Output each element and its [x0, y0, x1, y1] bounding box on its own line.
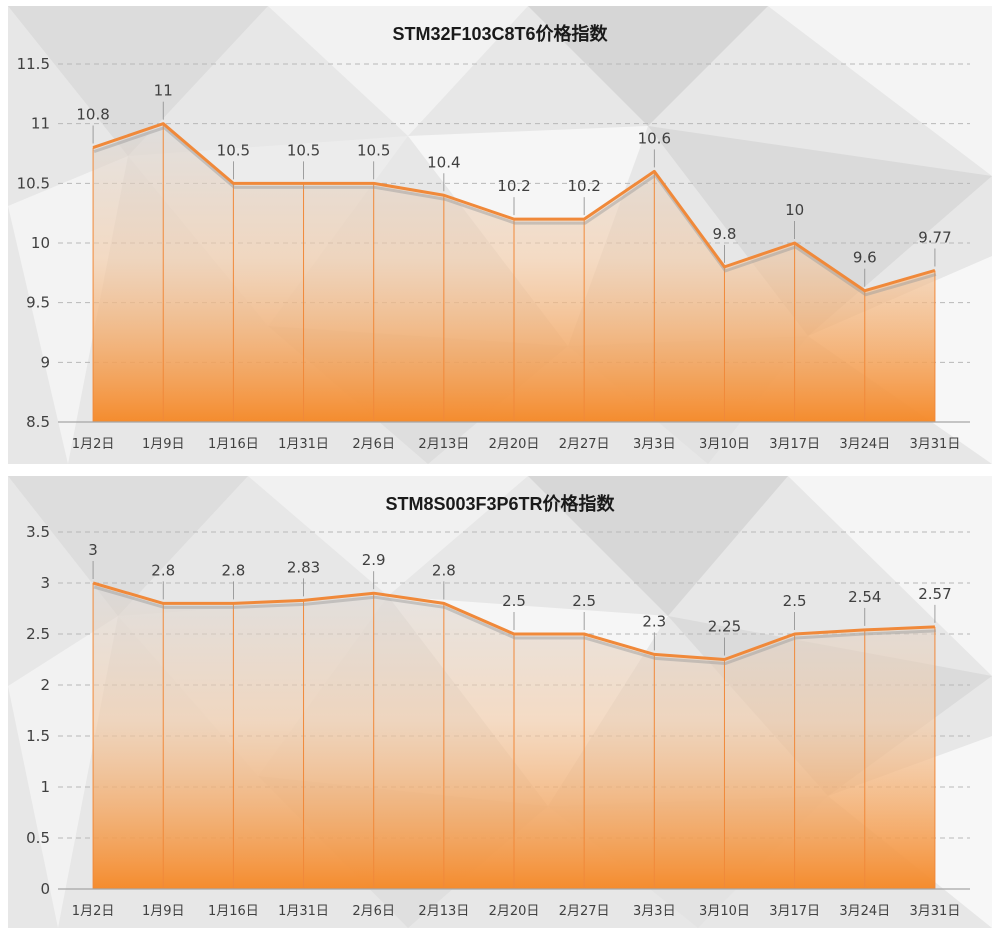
data-label: 2.8: [432, 561, 456, 579]
data-label: 10: [785, 201, 804, 219]
x-tick-label: 2月13日: [418, 437, 469, 452]
x-tick-label: 1月16日: [208, 437, 259, 452]
data-label: 11: [154, 82, 173, 100]
data-label: 10.6: [638, 129, 671, 147]
x-tick-label: 2月27日: [559, 904, 610, 919]
x-tick-label: 1月2日: [72, 904, 115, 919]
x-tick-label: 3月24日: [839, 904, 890, 919]
x-tick-label: 1月2日: [72, 437, 115, 452]
x-tick-label: 2月6日: [352, 904, 395, 919]
x-tick-label: 3月10日: [699, 437, 750, 452]
data-label: 10.2: [497, 177, 530, 195]
y-tick-label: 10.5: [17, 174, 50, 192]
data-label: 2.83: [287, 558, 320, 576]
data-label: 2.54: [848, 588, 881, 606]
area-chart-stm8: 0 0.5 1 1.5 2 2.5 3 3.5 1月2日 1月9日 1月16日 1月31日 2月6日 2月…: [26, 523, 970, 919]
chart-title: STM32F103C8T6价格指数: [392, 24, 608, 44]
y-tick-label: 11: [31, 115, 50, 133]
x-tick-label: 2月20日: [489, 437, 540, 452]
y-tick-label: 8.5: [26, 413, 50, 431]
y-tick-label: 0: [40, 880, 50, 898]
data-label: 2.8: [221, 561, 245, 579]
y-tick-label: 3.5: [26, 523, 50, 541]
data-label: 2.8: [151, 561, 175, 579]
data-label: 2.5: [572, 592, 596, 610]
x-tick-label: 1月31日: [278, 437, 329, 452]
x-tick-label: 2月6日: [352, 437, 395, 452]
chart-panel-stm8: STM8S003F3P6TR价格指数 0 0.5 1 1.5 2 2.5 3 3.5 1月2日 1…: [8, 476, 992, 928]
x-tick-label: 3月31日: [910, 437, 961, 452]
x-tick-label: 3月10日: [699, 904, 750, 919]
series-line-shadow: [93, 125, 937, 297]
data-label: 10.2: [567, 177, 600, 195]
x-tick-label: 3月3日: [633, 437, 676, 452]
y-tick-label: 0.5: [26, 829, 50, 847]
y-tick-label: 1: [40, 778, 50, 796]
chart-panel-stm32: STM32F103C8T6价格指数 8.5 9 9.5 10 10.5 11 11.5 1月2…: [8, 6, 992, 464]
x-tick-label: 3月17日: [769, 904, 820, 919]
y-tick-label: 9.5: [26, 294, 50, 312]
area-chart-stm32: 8.5 9 9.5 10 10.5 11 11.5 1月2日 1月9日 1月16日 1月31日 2月6…: [17, 55, 970, 452]
x-tick-label: 2月13日: [418, 904, 469, 919]
data-label: 9.8: [713, 225, 737, 243]
x-tick-label: 2月20日: [489, 904, 540, 919]
y-tick-label: 1.5: [26, 727, 50, 745]
data-label: 2.3: [642, 612, 666, 630]
y-tick-label: 11.5: [17, 55, 50, 73]
x-tick-label: 1月31日: [278, 904, 329, 919]
data-label: 10.5: [357, 141, 390, 159]
series-line-shadow: [93, 585, 936, 666]
x-tick-label: 3月17日: [769, 437, 820, 452]
series-line: [92, 581, 935, 661]
series-line: [92, 122, 936, 293]
data-label: 2.5: [502, 592, 526, 610]
x-tick-label: 2月27日: [559, 437, 610, 452]
x-tick-label: 1月9日: [142, 904, 185, 919]
data-label: 2.5: [783, 592, 807, 610]
x-tick-label: 1月16日: [208, 904, 259, 919]
data-label: 10.5: [287, 141, 320, 159]
x-tick-label: 3月24日: [839, 437, 890, 452]
y-tick-label: 3: [40, 574, 50, 592]
y-tick-label: 10: [31, 234, 50, 252]
data-label: 9.6: [853, 249, 877, 267]
y-tick-label: 2: [40, 676, 50, 694]
data-label: 2.25: [708, 618, 741, 636]
x-tick-label: 3月31日: [910, 904, 961, 919]
y-tick-label: 2.5: [26, 625, 50, 643]
data-label: 10.8: [76, 106, 109, 124]
data-label: 10.4: [427, 153, 460, 171]
data-label: 10.5: [217, 141, 250, 159]
data-label: 9.77: [918, 228, 951, 246]
data-label: 2.9: [362, 551, 386, 569]
x-tick-label: 1月9日: [142, 437, 185, 452]
x-tick-label: 3月3日: [633, 904, 676, 919]
data-label: 3: [88, 541, 98, 559]
y-tick-label: 9: [40, 353, 50, 371]
chart-title: STM8S003F3P6TR价格指数: [385, 494, 615, 514]
data-label: 2.57: [918, 585, 951, 603]
